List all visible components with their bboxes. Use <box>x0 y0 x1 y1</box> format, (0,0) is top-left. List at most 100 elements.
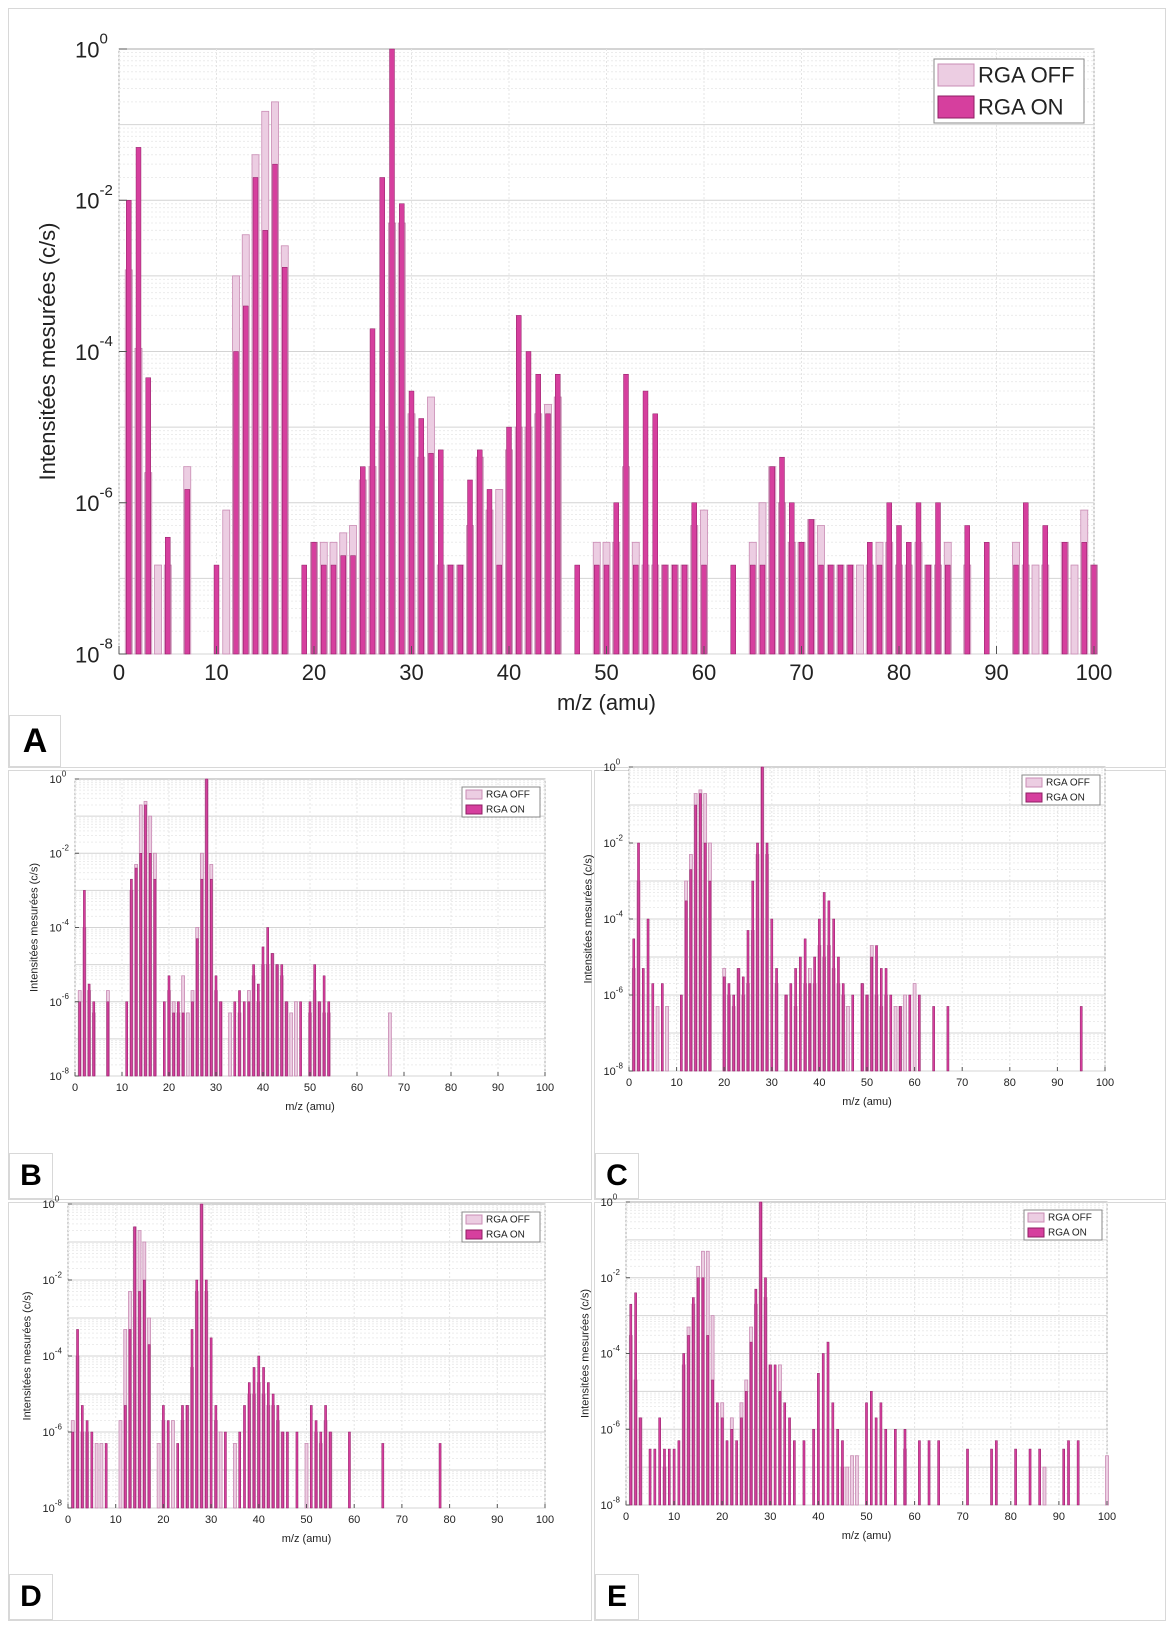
bar-rga-off <box>912 983 917 1072</box>
x-tick-label: 40 <box>253 1514 265 1526</box>
bar-rga-on <box>680 994 683 1072</box>
bar-rga-on <box>799 956 802 1072</box>
x-tick-label: 10 <box>670 1077 682 1089</box>
bar-rga-on <box>181 1405 184 1509</box>
bar-rga-on <box>200 878 204 1077</box>
x-tick-label: 60 <box>908 1511 920 1523</box>
bar-rga-on <box>163 1001 166 1077</box>
x-tick-label: 50 <box>304 1082 316 1094</box>
y-tick-exponent: 0 <box>55 1194 60 1203</box>
legend-label: RGA ON <box>978 95 1064 120</box>
bar-rga-on <box>706 1335 710 1506</box>
bar-rga-off <box>222 509 231 655</box>
legend-label: RGA OFF <box>1048 1213 1092 1224</box>
bar-rga-on <box>672 1448 676 1506</box>
y-tick-label: 10 <box>604 1066 616 1078</box>
x-tick-label: 60 <box>908 1077 920 1089</box>
x-tick-label: 10 <box>204 660 228 685</box>
bar-rga-on <box>788 1417 791 1506</box>
bar-rga-on <box>765 842 769 1072</box>
bar-rga-on <box>184 489 190 655</box>
legend-swatch-rga-on <box>465 804 483 815</box>
legend-swatch-rga-off <box>1027 1212 1045 1223</box>
bar-rga-on <box>879 1402 883 1506</box>
bar-rga-on <box>318 1001 321 1077</box>
legend-label: RGA ON <box>1046 793 1085 804</box>
bar-rga-on <box>322 975 326 1077</box>
bar-rga-on <box>447 564 454 655</box>
bar-rga-on <box>667 1448 671 1506</box>
bar-rga-on <box>759 1201 762 1506</box>
bar-rga-on <box>85 1420 89 1509</box>
bar-rga-on <box>603 564 610 655</box>
bar-rga-on <box>741 976 745 1072</box>
panel-letter: D <box>9 1574 53 1620</box>
bar-rga-on <box>147 1344 151 1509</box>
legend-label: RGA ON <box>1048 1228 1087 1239</box>
bar-rga-on <box>299 1001 302 1077</box>
x-tick-label: 90 <box>492 1082 504 1094</box>
bar-rga-on <box>243 305 249 655</box>
bar-rga-on <box>812 1429 815 1506</box>
bar-rga-on <box>233 1001 237 1077</box>
legend-swatch-rga-off <box>937 63 975 87</box>
bar-rga-on <box>775 968 778 1072</box>
bar-rga-on <box>177 1001 180 1077</box>
y-tick-label: 10 <box>604 762 616 774</box>
x-tick-label: 80 <box>443 1514 455 1526</box>
bar-rga-off <box>185 1012 190 1077</box>
bar-rga-on <box>735 1440 738 1506</box>
bar-rga-on <box>821 1353 825 1506</box>
legend-swatch-rga-off <box>465 789 483 800</box>
bar-rga-on <box>789 983 793 1072</box>
y-tick-label: 10 <box>43 1503 55 1515</box>
y-tick-exponent: -8 <box>613 1495 621 1504</box>
bar-rga-on <box>311 542 317 655</box>
y-tick-label: 10 <box>75 37 99 62</box>
legend-label: RGA OFF <box>1046 778 1090 789</box>
bar-rga-on <box>138 1291 141 1509</box>
bar-rga-on <box>716 1402 719 1506</box>
y-tick-label: 10 <box>75 340 99 365</box>
bar-rga-on <box>633 564 639 655</box>
bar-rga-off <box>845 1466 850 1506</box>
bar-rga-on <box>773 1364 777 1506</box>
y-tick-exponent: -6 <box>62 992 70 1001</box>
bar-rga-on <box>139 853 143 1077</box>
x-tick-label: 40 <box>257 1082 269 1094</box>
bar-rga-on <box>646 918 650 1072</box>
bar-rga-on <box>754 1288 758 1506</box>
bar-rga-on <box>1013 564 1019 655</box>
bar-rga-on <box>769 1364 772 1506</box>
bar-rga-on <box>195 938 199 1077</box>
x-tick-label: 70 <box>398 1082 410 1094</box>
x-tick-label: 10 <box>110 1514 122 1526</box>
bar-rga-on <box>708 880 712 1072</box>
bar-rga-on <box>908 994 912 1072</box>
x-tick-label: 20 <box>163 1082 175 1094</box>
x-tick-label: 100 <box>536 1514 554 1526</box>
bar-rga-on <box>1079 1006 1083 1072</box>
bar-rga-on <box>876 564 883 655</box>
bar-rga-on <box>266 927 269 1077</box>
y-tick-exponent: -6 <box>100 484 113 501</box>
bar-rga-off <box>228 1012 232 1077</box>
x-tick-label: 10 <box>668 1511 680 1523</box>
legend-swatch-rga-on <box>1027 1227 1045 1238</box>
bar-rga-on <box>749 1341 753 1506</box>
bar-rga-on <box>286 1431 289 1509</box>
x-tick-label: 20 <box>302 660 326 685</box>
bar-rga-on <box>663 1448 666 1506</box>
bar-rga-on <box>213 564 220 655</box>
x-tick-label: 10 <box>116 1082 128 1094</box>
bar-rga-on <box>399 203 405 655</box>
y-tick-exponent: -2 <box>616 833 624 842</box>
bar-rga-on <box>214 1405 218 1509</box>
bar-rga-on <box>106 1001 110 1077</box>
bar-rga-on <box>1067 1440 1070 1506</box>
bar-rga-on <box>271 1393 275 1509</box>
x-tick-label: 80 <box>887 660 911 685</box>
bar-rga-on <box>257 1355 261 1509</box>
bar-rga-on <box>642 390 649 655</box>
